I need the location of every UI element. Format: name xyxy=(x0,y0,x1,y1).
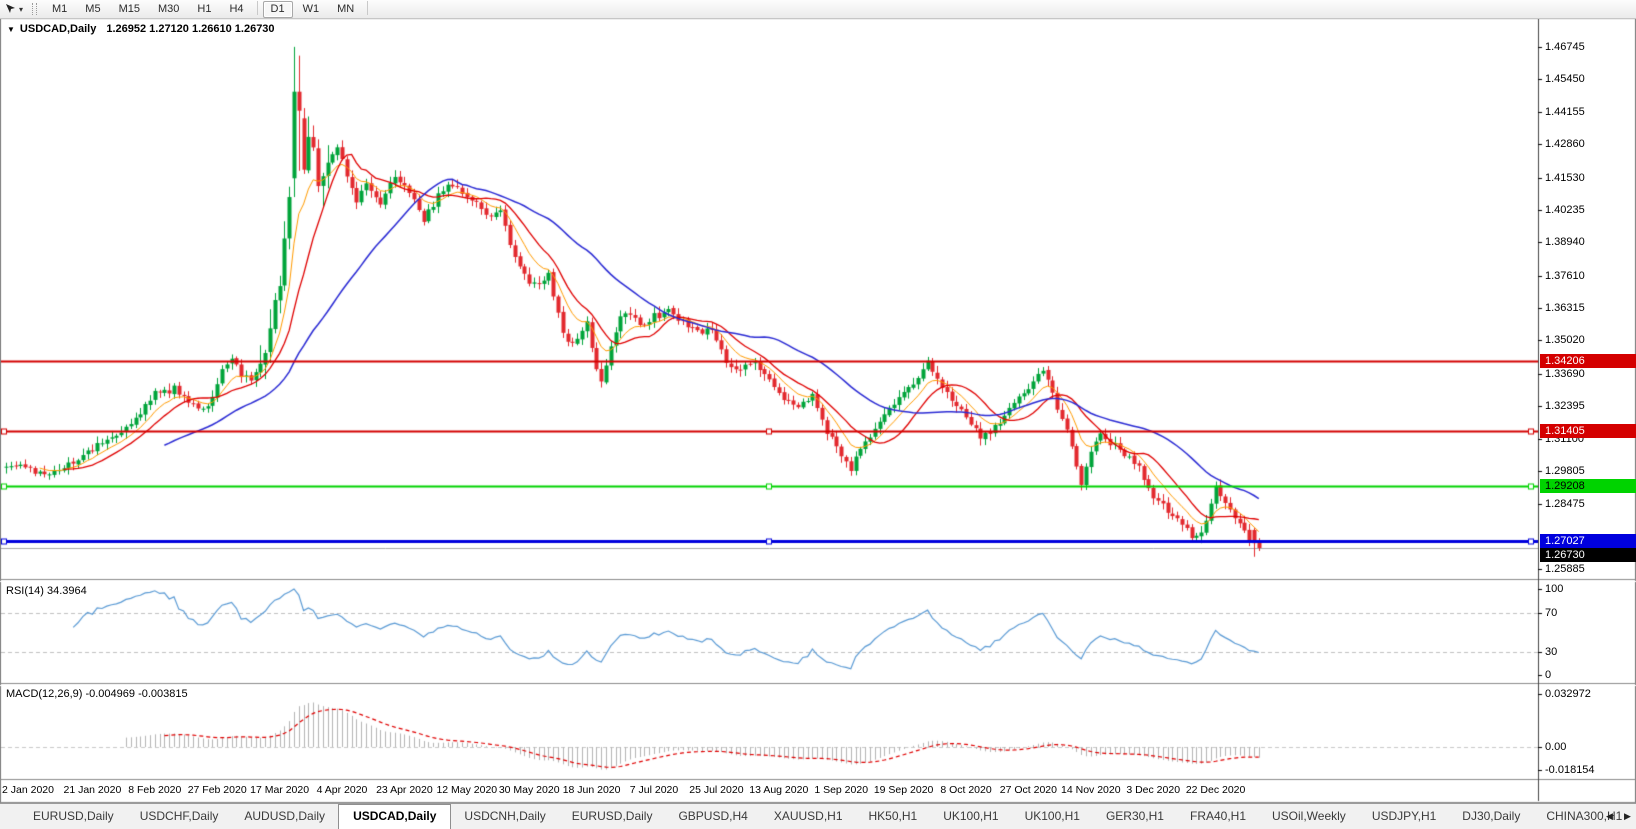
date-axis-label: 4 Apr 2020 xyxy=(316,784,368,796)
symbol-tab-DJ30-Daily[interactable]: DJ30,Daily xyxy=(1462,809,1521,823)
chevron-down-icon[interactable]: ▾ xyxy=(19,4,24,14)
timeframe-button-D1[interactable]: D1 xyxy=(262,0,293,18)
date-axis-label: 12 May 2020 xyxy=(436,784,498,796)
horizontal-line-1.31405[interactable] xyxy=(0,429,1538,434)
horizontal-line-1.34206[interactable] xyxy=(0,359,1538,364)
date-axis-label: 27 Feb 2020 xyxy=(187,784,247,796)
price-axis-label: 1.35020 xyxy=(1545,334,1585,347)
symbol-tab-GBPUSD-H4[interactable]: GBPUSD,H4 xyxy=(678,809,748,823)
pane-splitter-rsi[interactable] xyxy=(0,578,1636,583)
symbol-tab-HK50-H1[interactable]: HK50,H1 xyxy=(868,809,918,823)
price-axis-label: 100 xyxy=(1545,583,1564,595)
tabs-scroll-right-button[interactable]: ▶ xyxy=(1624,810,1631,821)
date-axis-label: 14 Nov 2020 xyxy=(1061,784,1121,796)
symbol-tab-XAUUSD-H1[interactable]: XAUUSD,H1 xyxy=(773,809,843,823)
symbol-tab-bar: EURUSD,Daily USDCHF,Daily AUDUSD,Daily USDC… xyxy=(0,803,1636,829)
price-axis-label: 1.45450 xyxy=(1545,73,1585,86)
date-axis-label: 22 Dec 2020 xyxy=(1185,784,1246,796)
symbol-tab-USDCNH-Daily[interactable]: USDCNH,Daily xyxy=(464,809,546,823)
date-axis-label: 21 Jan 2020 xyxy=(63,784,122,796)
date-axis-label: 2 Jan 2020 xyxy=(2,784,54,796)
price-axis-label: 0.00 xyxy=(1545,741,1567,753)
price-axis-label: 1.33690 xyxy=(1545,367,1585,380)
date-axis-label: 18 Jun 2020 xyxy=(562,784,621,796)
timeframe-button-M1[interactable]: M1 xyxy=(52,2,68,15)
price-axis-label: 0 xyxy=(1545,669,1552,681)
price-axis-label: 30 xyxy=(1545,646,1558,659)
date-axis-label: 19 Sep 2020 xyxy=(873,784,934,796)
date-axis-label: 3 Dec 2020 xyxy=(1126,784,1181,796)
price-axis-label: 1.38940 xyxy=(1545,236,1585,249)
price-axis-label: 1.36315 xyxy=(1545,302,1585,315)
timeframe-button-group: M1 M5 M15 M30 H1 H4 D1 W1 MN xyxy=(43,0,372,18)
symbol-tab-FRA40-H1[interactable]: FRA40,H1 xyxy=(1189,809,1247,823)
date-axis-label: 13 Aug 2020 xyxy=(749,784,809,796)
price-axis-label: 1.44155 xyxy=(1545,105,1585,118)
timeframe-button-W1[interactable]: W1 xyxy=(302,2,320,15)
tabs-scroll-left-button[interactable]: ◀ xyxy=(1606,810,1613,821)
price-axis-label: -0.018154 xyxy=(1545,764,1595,776)
symbol-tab-GER30-H1[interactable]: GER30,H1 xyxy=(1105,809,1164,823)
price-badge-1.26730: 1.26730 xyxy=(1540,548,1636,562)
price-axis-label: 1.46745 xyxy=(1545,41,1585,53)
timeframe-button-M5[interactable]: M5 xyxy=(85,2,101,15)
price-axis-label: 1.37610 xyxy=(1545,269,1585,282)
timeframe-button-H1[interactable]: H1 xyxy=(197,2,212,15)
price-axis-label: 1.25885 xyxy=(1545,563,1585,576)
timeframe-button-H4[interactable]: H4 xyxy=(229,2,244,15)
symbol-tab-AUDUSD-Daily[interactable]: AUDUSD,Daily xyxy=(244,809,326,823)
price-axis-label: 1.28475 xyxy=(1545,498,1585,511)
timeframe-button-M30[interactable]: M30 xyxy=(157,2,180,15)
symbol-tab-USDCHF-Daily[interactable]: USDCHF,Daily xyxy=(139,809,219,823)
toolbar-separator xyxy=(367,0,369,15)
price-axis-label: 1.42860 xyxy=(1545,138,1585,151)
price-axis-label: 1.41530 xyxy=(1545,171,1585,184)
date-axis-label: 25 Jul 2020 xyxy=(689,784,744,796)
price-badge-1.34206: 1.34206 xyxy=(1540,354,1636,368)
price-axis-label: 1.29805 xyxy=(1545,465,1585,477)
symbol-tab-USDJPY-H1[interactable]: USDJPY,H1 xyxy=(1371,809,1437,823)
date-axis-label: 23 Apr 2020 xyxy=(376,784,433,796)
symbol-tab-EURUSD-Daily[interactable]: EURUSD,Daily xyxy=(33,809,114,823)
date-axis-label: 7 Jul 2020 xyxy=(629,784,679,796)
chart-shift-icon[interactable] xyxy=(4,2,18,16)
toolbar-grip-handle[interactable] xyxy=(32,3,38,15)
date-axis-label: 30 May 2020 xyxy=(498,784,560,796)
date-axis[interactable]: 2 Jan 2020 21 Jan 2020 8 Feb 2020 27 Feb 20… xyxy=(0,780,1538,802)
price-badge-1.27027: 1.27027 xyxy=(1540,534,1636,548)
date-axis-label: 27 Oct 2020 xyxy=(999,784,1057,796)
date-axis-label: 1 Sep 2020 xyxy=(814,784,869,796)
pane-splitter-macd[interactable] xyxy=(0,681,1636,686)
timeframe-button-M15[interactable]: M15 xyxy=(118,2,140,15)
top-toolbar: ▾ M1 M5 M15 M30 H1 H4 D1 W1 MN xyxy=(0,0,1636,19)
timeframe-button-MN[interactable]: MN xyxy=(337,2,355,15)
horizontal-line-1.27027[interactable] xyxy=(0,539,1538,544)
price-badge-1.31405: 1.31405 xyxy=(1540,424,1636,438)
symbol-tab-UK100-H1[interactable]: UK100,H1 xyxy=(943,809,999,823)
symbol-tab-EURUSD-Daily[interactable]: EURUSD,Daily xyxy=(571,809,653,823)
date-axis-label: 17 Mar 2020 xyxy=(250,784,310,796)
price-badge-1.29208: 1.29208 xyxy=(1540,479,1636,493)
toolbar-separator xyxy=(256,0,258,15)
price-axis-label: 0.032972 xyxy=(1545,688,1591,700)
symbol-tab-USDCAD-Daily[interactable]: USDCAD,Daily xyxy=(338,804,452,829)
price-axis[interactable]: 1.46745 1.45450 1.44155 1.42860 1.41530 1.402… xyxy=(1538,19,1636,779)
price-axis-label: 1.32395 xyxy=(1545,400,1585,413)
horizontal-line-1.29208[interactable] xyxy=(0,484,1538,489)
symbol-tab-CHINA300-H1[interactable]: CHINA300,H1 xyxy=(1546,809,1623,823)
symbol-tab-USOil-Weekly[interactable]: USOil,Weekly xyxy=(1272,809,1346,823)
date-axis-label: 8 Feb 2020 xyxy=(128,784,182,796)
price-axis-label: 1.40235 xyxy=(1545,203,1585,216)
price-axis-label: 70 xyxy=(1545,606,1558,619)
symbol-tab-UK100-H1[interactable]: UK100,H1 xyxy=(1024,809,1080,823)
date-axis-label: 8 Oct 2020 xyxy=(940,784,992,796)
